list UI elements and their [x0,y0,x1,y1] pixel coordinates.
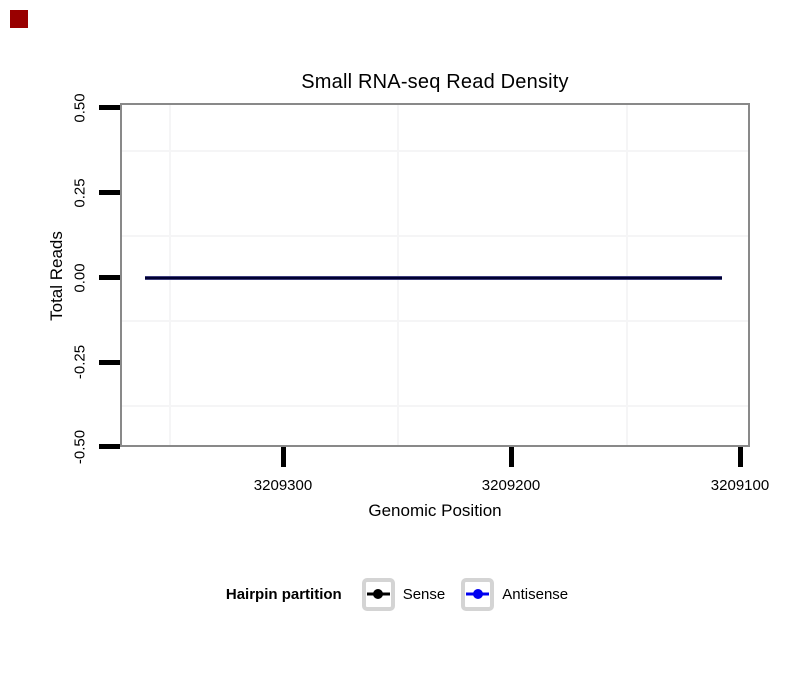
legend: Hairpin partition Sense Antisense [0,577,810,611]
y-tick-label: -0.50 [71,429,89,465]
x-tick-label: 3209200 [481,477,541,494]
x-axis-title: Genomic Position [368,501,502,520]
legend-title: Hairpin partition [225,585,342,603]
legend-key-antisense [461,577,495,611]
y-tick-label: 0.50 [71,93,89,123]
minor-gridline-h [122,405,748,407]
legend-label-sense: Sense [402,585,446,603]
y-axis-tick [99,105,120,110]
plot-panel [120,103,750,447]
x-axis-tick [281,447,286,467]
x-tick-label: 3209300 [253,477,313,494]
red-marker-square [10,10,28,28]
minor-gridline-v [626,105,628,445]
antisense-point-icon [472,589,483,599]
sense-point-icon [373,589,384,599]
chart-title: Small RNA-seq Read Density [301,71,569,93]
minor-gridline-h [122,150,748,152]
x-tick-label: 3209100 [710,477,770,494]
y-axis-tick [99,444,120,449]
minor-gridline-v [169,105,171,445]
y-axis-tick [99,275,120,280]
legend-key-sense [361,577,395,611]
x-axis-tick [509,447,514,467]
minor-gridline-h [122,320,748,322]
minor-gridline-v [397,105,399,445]
x-axis-tick [738,447,743,467]
legend-label-antisense: Antisense [502,585,569,603]
read-density-line [145,276,722,280]
y-axis-tick [99,190,120,195]
y-axis-title: Total Reads [47,231,66,321]
minor-gridline-h [122,235,748,237]
y-tick-label: 0.00 [71,263,89,293]
y-axis-tick [99,360,120,365]
y-tick-label: -0.25 [71,344,89,380]
y-tick-label: 0.25 [71,178,89,208]
